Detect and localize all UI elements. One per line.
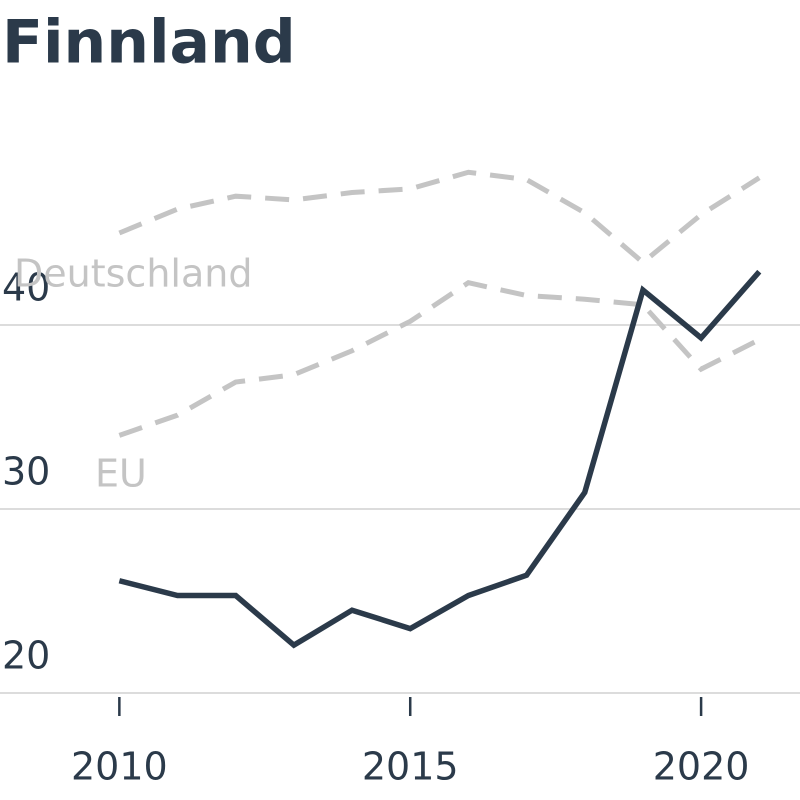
x-tick-label: 2010 (71, 745, 168, 789)
line (118, 269, 762, 649)
y-tick-label: 30 (2, 450, 50, 494)
y-tick-label: 20 (2, 634, 50, 678)
x-tick-label: 2020 (653, 745, 750, 789)
chart-title: Finnland (2, 8, 296, 78)
y-tick-label: 40 (2, 266, 50, 310)
series-label: Deutschland (14, 252, 252, 296)
x-tick-label: 2015 (362, 745, 459, 789)
line (118, 280, 761, 438)
series-label: EU (95, 452, 147, 496)
line (118, 169, 761, 266)
